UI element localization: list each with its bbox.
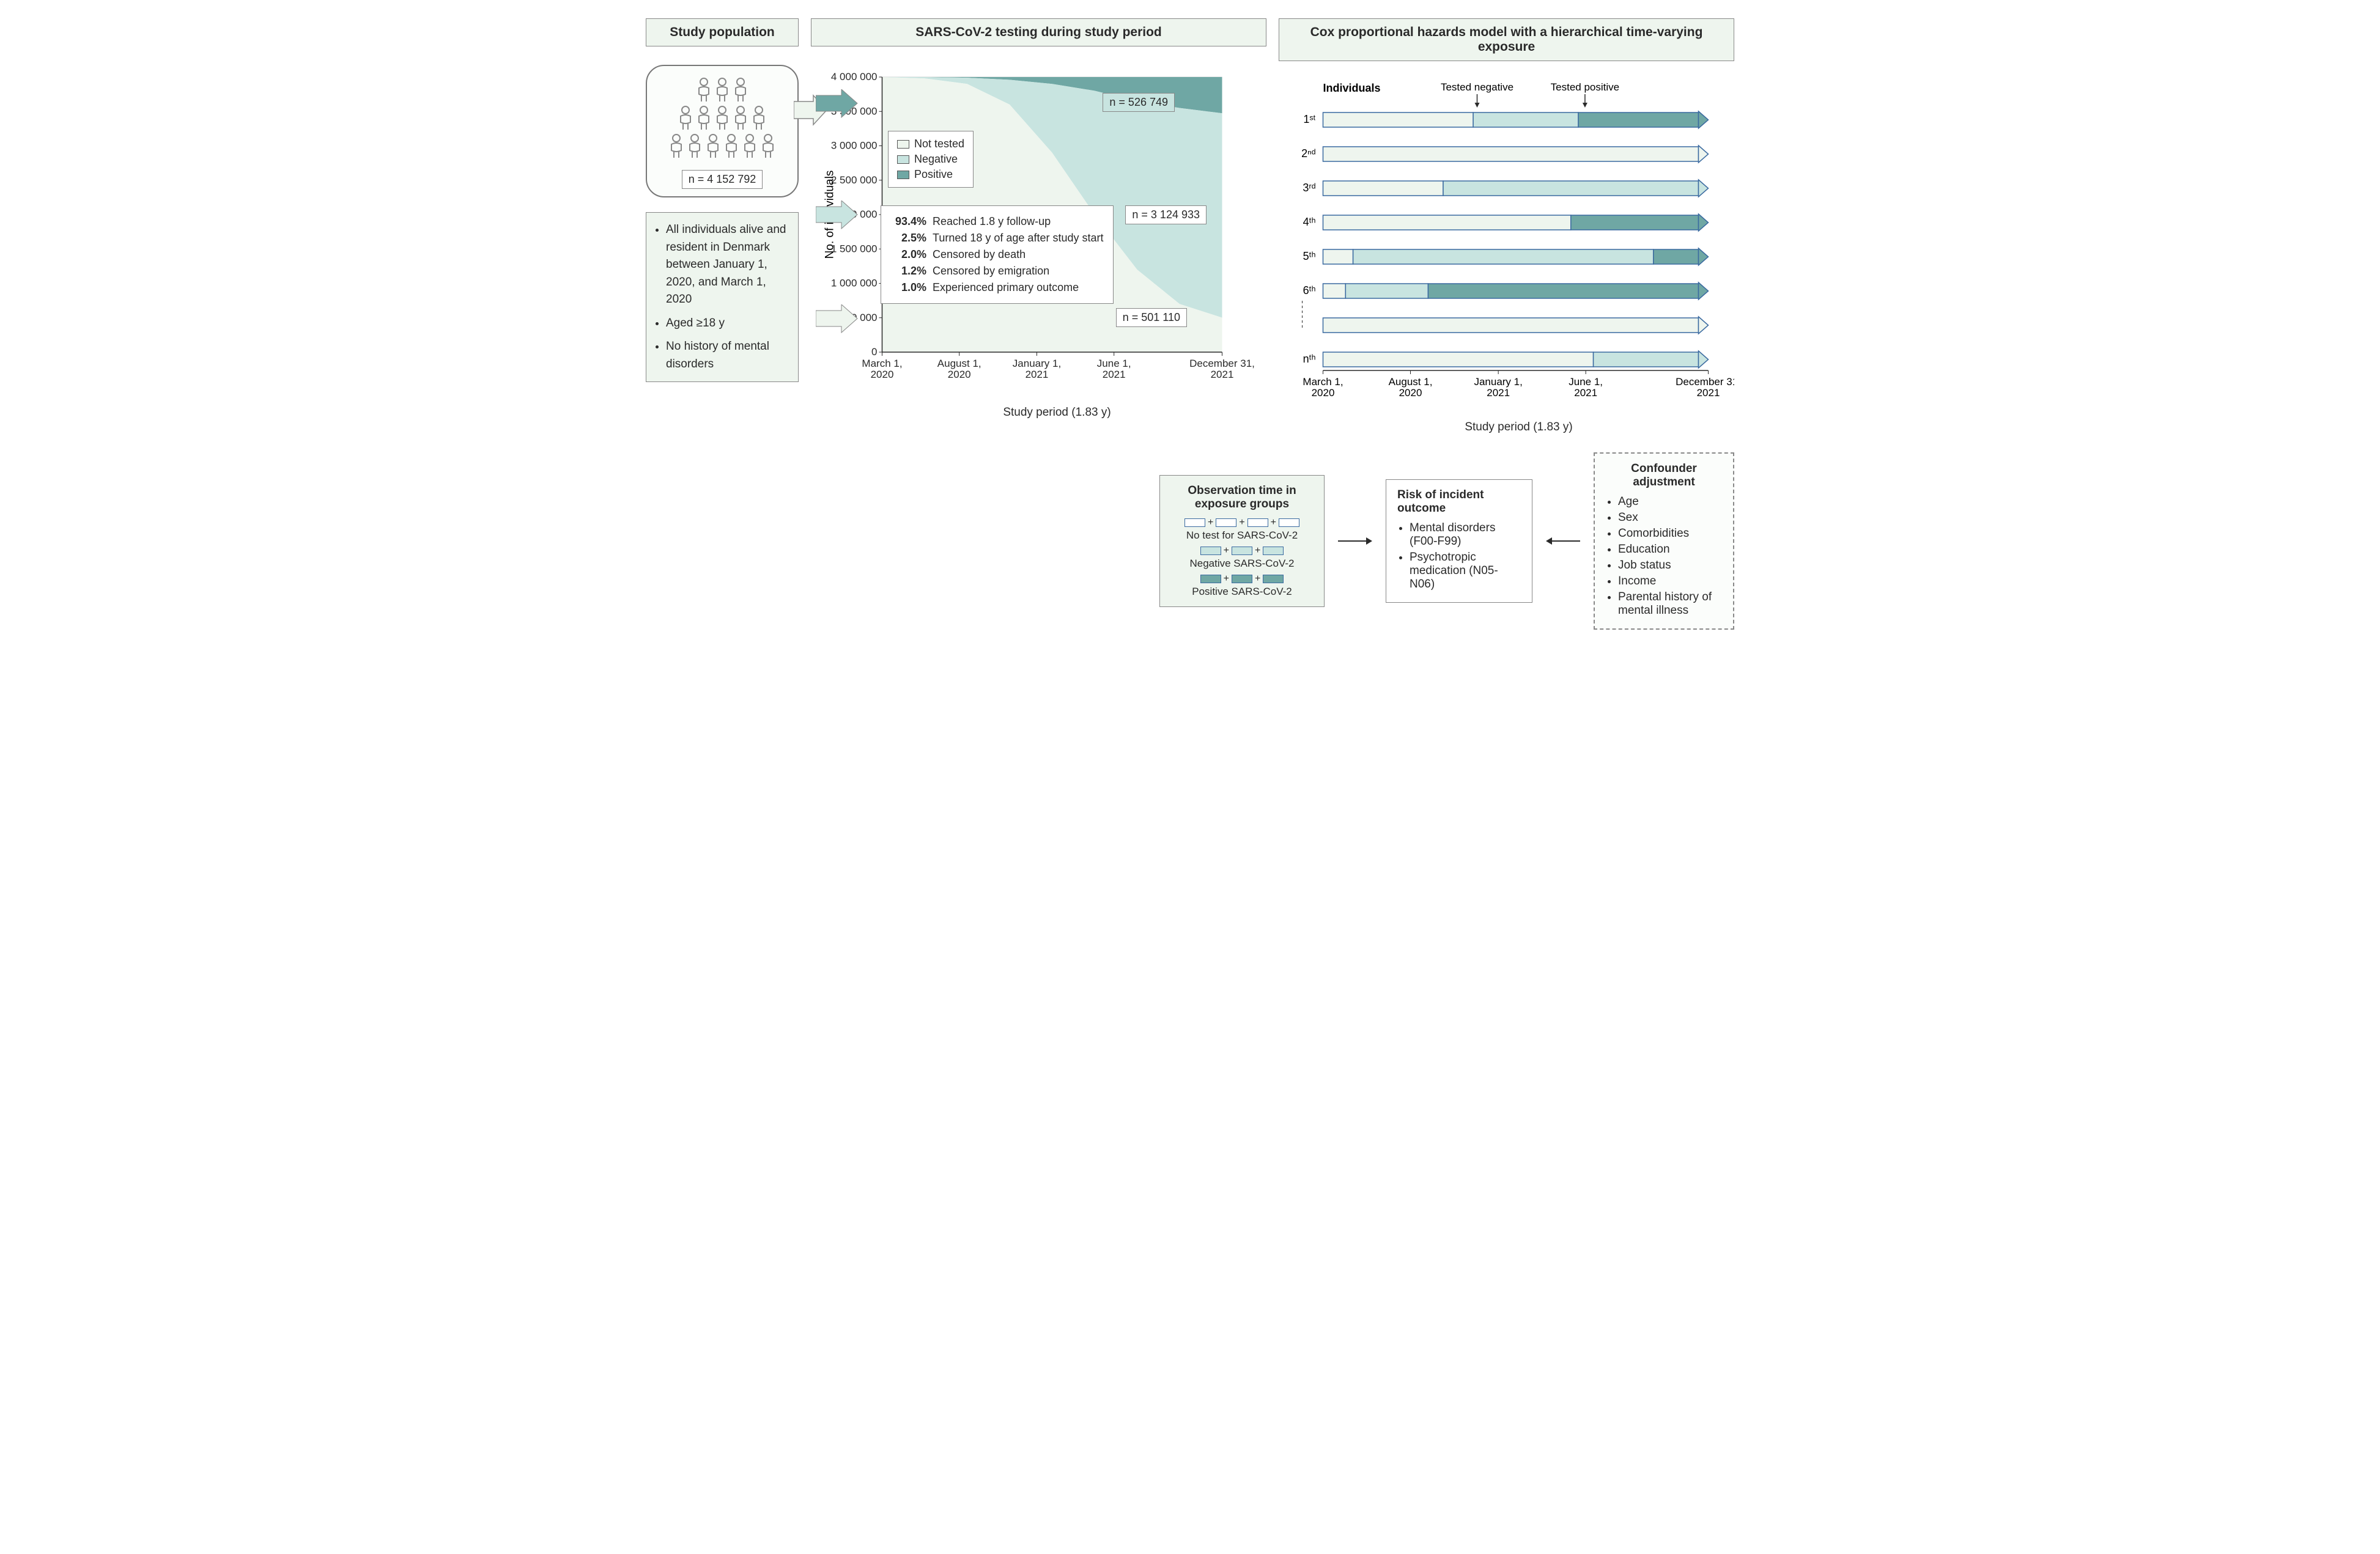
conf-item: Income — [1618, 575, 1722, 588]
criteria-item: Aged ≥18 y — [666, 315, 789, 333]
svg-text:1ˢᵗ: 1ˢᵗ — [1303, 113, 1315, 125]
conf-item: Education — [1618, 543, 1722, 556]
risk-title: Risk of incident outcome — [1397, 488, 1521, 515]
conf-item: Age — [1618, 495, 1722, 509]
svg-text:March 1,: March 1, — [1303, 376, 1343, 388]
criteria-box: All individuals alive and resident in De… — [646, 212, 799, 382]
area-chart: 0500 0001 000 0001 500 0002 000 0002 500… — [811, 65, 1266, 407]
svg-text:August 1,: August 1, — [1389, 376, 1433, 388]
svg-text:6ᵗʰ: 6ᵗʰ — [1303, 284, 1316, 296]
criteria-item: All individuals alive and resident in De… — [666, 221, 789, 309]
risk-item: Psychotropic medication (N05-N06) — [1410, 551, 1521, 591]
conf-item: Parental history of mental illness — [1618, 591, 1722, 617]
criteria-item: No history of mental disorders — [666, 338, 789, 373]
svg-text:December 31,: December 31, — [1676, 376, 1734, 388]
svg-text:nᵗʰ: nᵗʰ — [1303, 353, 1316, 365]
conf-item: Sex — [1618, 511, 1722, 525]
svg-text:2020: 2020 — [1312, 387, 1335, 399]
criteria-list: All individuals alive and resident in De… — [655, 221, 789, 373]
header-cox: Cox proportional hazards model with a hi… — [1279, 18, 1734, 61]
svg-text:4ᵗʰ: 4ᵗʰ — [1303, 216, 1316, 228]
svg-text:January 1,: January 1, — [1474, 376, 1522, 388]
svg-text:2020: 2020 — [1399, 387, 1422, 399]
population-n: n = 4 152 792 — [682, 170, 763, 189]
conf-item: Comorbidities — [1618, 527, 1722, 540]
individuals-chart: Individuals Tested negative Tested positiv… — [1279, 79, 1734, 422]
svg-text:Tested positive: Tested positive — [1551, 81, 1619, 93]
svg-text:3ʳᵈ: 3ʳᵈ — [1303, 182, 1315, 194]
header-population: Study population — [646, 18, 799, 46]
svg-text:2021: 2021 — [1487, 387, 1510, 399]
confounder-box: Confounder adjustment Age Sex Comorbiditie… — [1594, 452, 1734, 630]
conf-title: Confounder adjustment — [1606, 462, 1722, 489]
svg-text:2021: 2021 — [1574, 387, 1597, 399]
flow-arrow-icon — [1337, 532, 1373, 550]
svg-text:Individuals: Individuals — [1323, 82, 1381, 94]
risk-box: Risk of incident outcome Mental disorder… — [1386, 479, 1532, 603]
svg-text:June 1,: June 1, — [1569, 376, 1603, 388]
flow-arrow-icon — [1545, 532, 1581, 550]
population-box: n = 4 152 792 — [646, 65, 799, 197]
conf-item: Job status — [1618, 559, 1722, 572]
svg-text:2021: 2021 — [1697, 387, 1720, 399]
risk-item: Mental disorders (F00-F99) — [1410, 521, 1521, 548]
svg-text:4 000 000: 4 000 000 — [831, 71, 878, 83]
flow-arrow-icon — [816, 304, 1271, 647]
svg-text:5ᵗʰ: 5ᵗʰ — [1303, 250, 1316, 262]
x-axis-title: Study period (1.83 y) — [1303, 421, 1734, 434]
svg-text:Tested negative: Tested negative — [1441, 81, 1513, 93]
svg-text:2ⁿᵈ: 2ⁿᵈ — [1301, 147, 1316, 160]
header-testing: SARS-CoV-2 testing during study period — [811, 18, 1266, 46]
people-icon — [652, 77, 793, 163]
